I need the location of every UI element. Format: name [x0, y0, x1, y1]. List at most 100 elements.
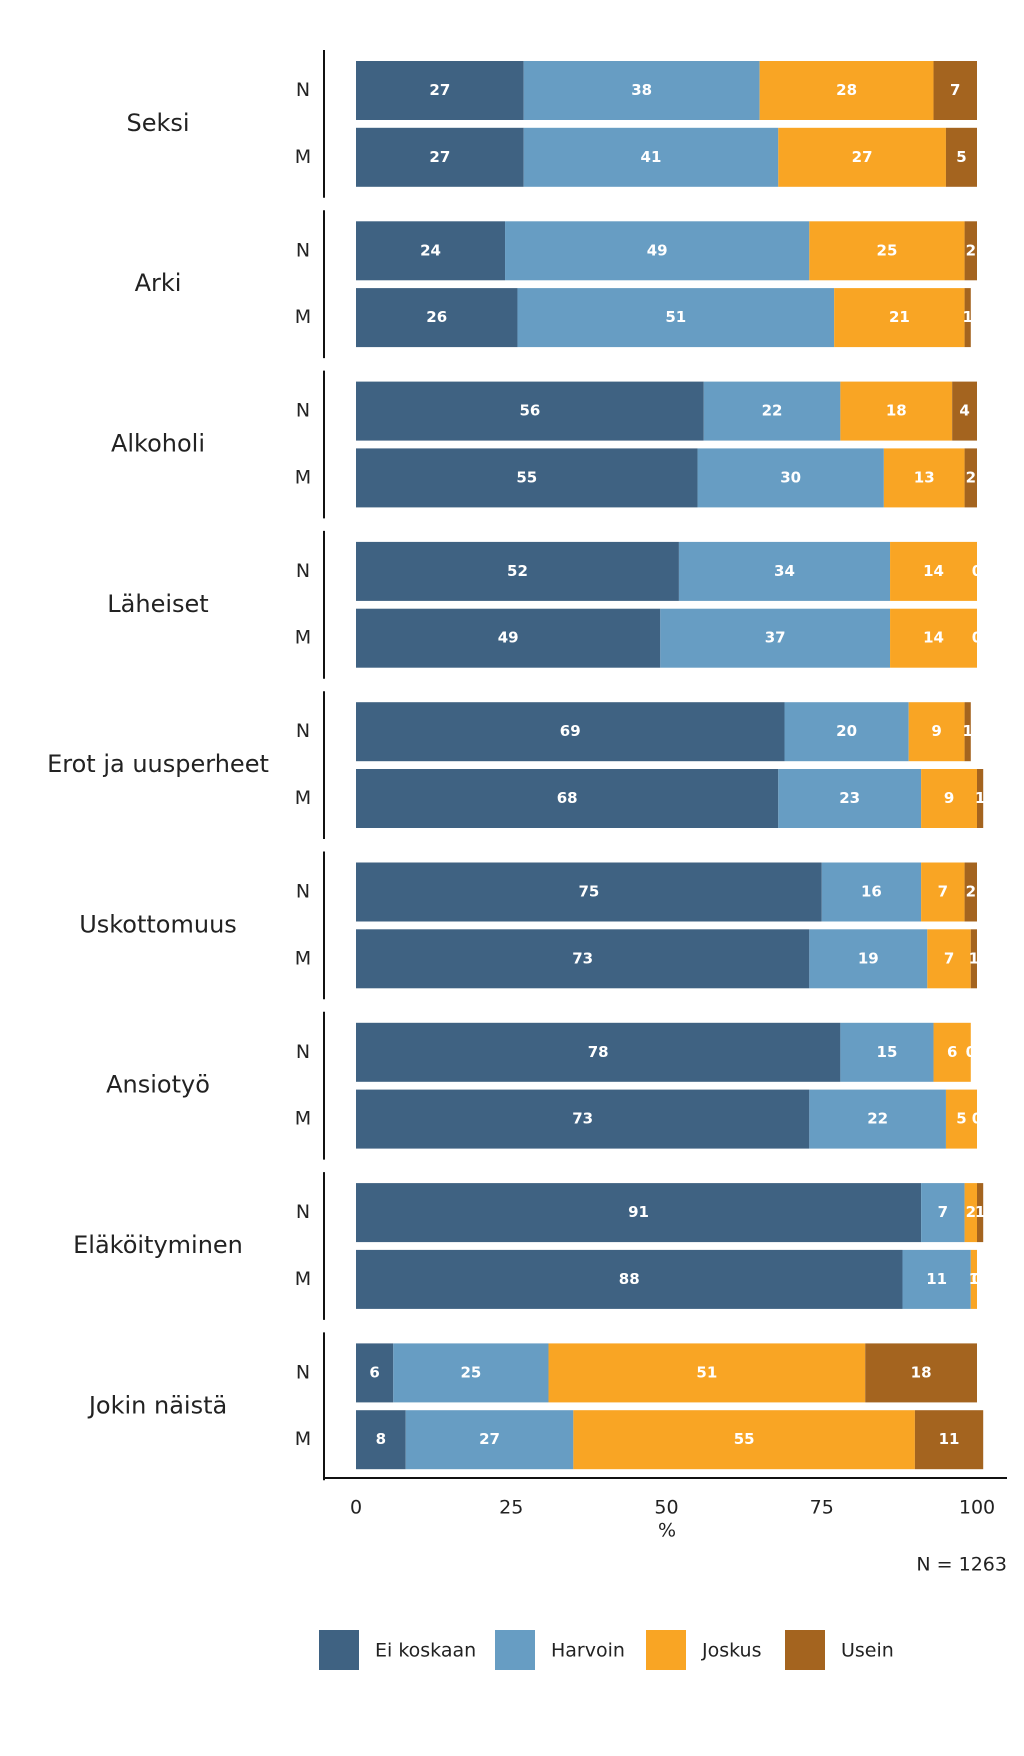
value-label: 0 — [972, 1270, 982, 1288]
value-label: 55 — [734, 1430, 755, 1448]
subcategory-label: M — [295, 146, 311, 168]
subcategory-label: N — [296, 1041, 310, 1063]
subcategory-label: M — [295, 306, 311, 328]
value-label: 5 — [956, 1110, 966, 1128]
note: N = 1263 — [916, 1554, 1007, 1576]
bar-segment — [356, 702, 785, 762]
value-label: 1 — [962, 308, 972, 326]
bar-segment — [356, 127, 524, 187]
subcategory-label: N — [296, 560, 310, 582]
value-label: 73 — [572, 949, 593, 967]
value-label: 0 — [972, 1110, 982, 1128]
value-label: 15 — [877, 1043, 898, 1061]
bar-segment — [840, 381, 953, 441]
subcategory-label: M — [295, 1108, 311, 1130]
bar-segment — [356, 541, 679, 601]
bar-segment — [890, 608, 977, 668]
bar-segment — [505, 221, 810, 281]
bar-segment — [356, 288, 518, 348]
value-label: 49 — [647, 241, 668, 259]
subcategory-label: M — [295, 947, 311, 969]
value-label: 2 — [966, 241, 976, 259]
bar-segment — [759, 61, 934, 120]
subcategory-label: N — [296, 239, 310, 261]
bar-segment — [977, 1183, 984, 1243]
x-tick-label: 50 — [654, 1497, 678, 1519]
value-label: 1 — [962, 722, 972, 740]
value-label: 22 — [762, 402, 783, 420]
value-label: 18 — [886, 402, 907, 420]
bar-segment — [914, 1410, 984, 1470]
legend-swatch — [495, 1630, 535, 1670]
value-label: 22 — [867, 1110, 888, 1128]
bar-segment — [964, 862, 977, 922]
value-label: 1 — [969, 1270, 979, 1288]
bar-segment — [523, 61, 760, 120]
bar-segment — [548, 1343, 866, 1403]
subcategory-label: M — [295, 1268, 311, 1290]
subcategory-label: M — [295, 787, 311, 809]
value-label: 20 — [836, 722, 857, 740]
value-label: 1 — [975, 789, 985, 807]
subcategory-label: M — [295, 466, 311, 488]
bar-segment — [784, 702, 909, 762]
value-label: 69 — [560, 722, 581, 740]
value-label: 26 — [426, 308, 447, 326]
value-label: 88 — [619, 1270, 640, 1288]
value-label: 30 — [780, 468, 801, 486]
subcategory-label: N — [296, 1201, 310, 1223]
bar-segment — [964, 288, 971, 348]
subcategory-label: N — [296, 79, 310, 101]
value-label: 19 — [858, 949, 879, 967]
category-label: Jokin näistä — [87, 1391, 227, 1419]
value-label: 0 — [972, 629, 982, 647]
category-label: Uskottomuus — [79, 910, 237, 938]
bar-segment — [927, 929, 971, 989]
category-label: Läheiset — [107, 590, 208, 618]
value-label: 37 — [765, 629, 786, 647]
bar-segment — [703, 381, 841, 441]
value-label: 34 — [774, 562, 795, 580]
subcategory-label: M — [295, 1428, 311, 1450]
bar-segment — [908, 702, 965, 762]
bar-segment — [921, 1183, 965, 1243]
bar-segment — [970, 1249, 977, 1309]
bar-segment — [945, 127, 977, 187]
value-label: 7 — [938, 883, 948, 901]
value-label: 8 — [376, 1430, 386, 1448]
bar-segment — [921, 769, 977, 828]
value-label: 75 — [578, 883, 599, 901]
category-label: Arki — [135, 269, 182, 297]
bar-segment — [840, 1022, 934, 1082]
bar-segment — [890, 541, 977, 601]
bar-segment — [809, 929, 928, 989]
value-label: 6 — [947, 1043, 957, 1061]
bar-segment — [356, 1249, 903, 1309]
value-label: 11 — [939, 1430, 960, 1448]
value-label: 2 — [966, 468, 976, 486]
value-label: 7 — [938, 1203, 948, 1221]
bar-segment — [356, 1089, 810, 1149]
bar-segment — [356, 448, 698, 508]
bar-segment — [809, 1089, 946, 1149]
value-label: 24 — [420, 241, 441, 259]
bar-segment — [945, 1089, 977, 1149]
value-label: 16 — [861, 883, 882, 901]
value-label: 1 — [969, 949, 979, 967]
legend-swatch — [319, 1630, 359, 1670]
legend-swatch — [785, 1630, 825, 1670]
bar-segment — [902, 1249, 971, 1309]
bar-segment — [964, 448, 977, 508]
bar-segment — [356, 769, 779, 828]
value-label: 78 — [588, 1043, 609, 1061]
bar-segment — [356, 1022, 841, 1082]
value-label: 25 — [460, 1363, 481, 1381]
bar-segment — [393, 1343, 549, 1403]
value-label: 68 — [557, 789, 578, 807]
value-label: 51 — [696, 1363, 717, 1381]
legend-label: Usein — [841, 1640, 894, 1662]
value-label: 11 — [926, 1270, 947, 1288]
x-tick-label: 100 — [959, 1497, 995, 1519]
bar-segment — [356, 1343, 394, 1403]
bar-segment — [356, 221, 506, 281]
